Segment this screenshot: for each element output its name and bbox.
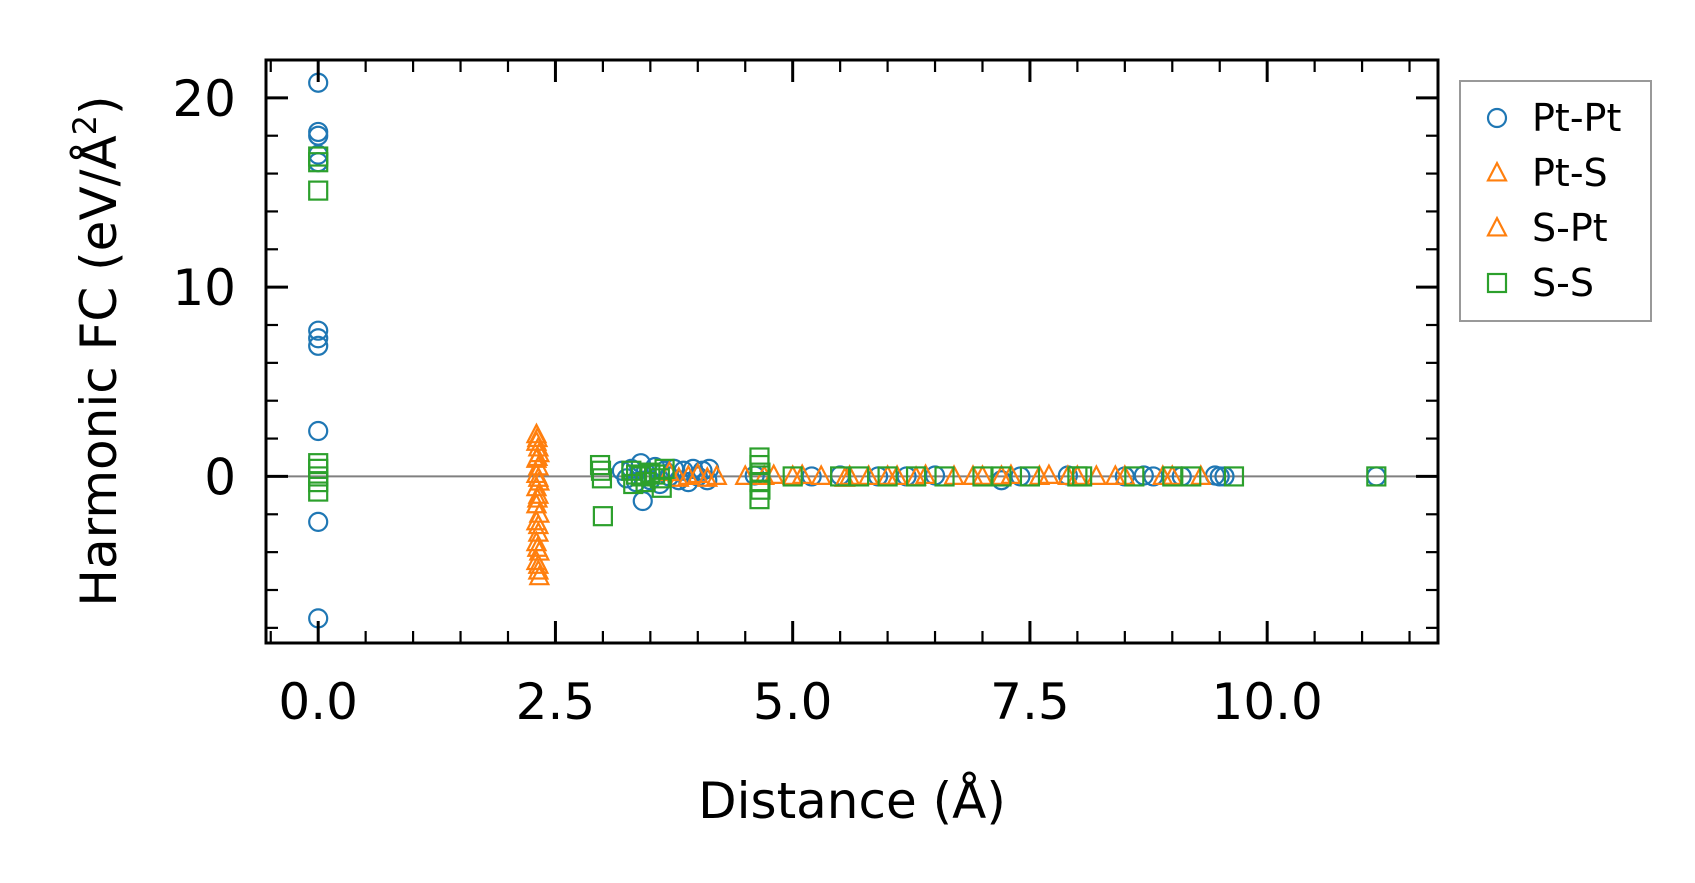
y-axis-label-main: Harmonic FC (eV/Å (70, 135, 128, 606)
data-point-pt-s (686, 462, 709, 484)
legend-label-s-pt: S-Pt (1532, 206, 1608, 250)
data-point-s-s (592, 506, 613, 527)
legend-label-s-s: S-S (1532, 261, 1594, 305)
y-tick-label: 20 (172, 70, 236, 128)
legend-marker-pt-pt (1486, 107, 1508, 129)
data-point-pt-s (528, 564, 551, 586)
x-tick-label: 5.0 (753, 673, 833, 731)
data-point-s-s (1181, 466, 1202, 487)
data-point-pt-pt (1209, 466, 1230, 487)
data-point-s-s (1019, 466, 1041, 487)
data-point-pt-pt (308, 335, 329, 356)
plot-frame (264, 58, 1440, 645)
data-point-pt-pt (697, 470, 718, 491)
data-point-s-pt (1104, 464, 1127, 485)
legend-label-pt-pt: Pt-Pt (1532, 96, 1621, 140)
data-point-s-pt (990, 464, 1013, 485)
data-point-pt-pt (308, 420, 329, 442)
data-point-s-pt (527, 466, 550, 487)
x-tick-label: 7.5 (990, 673, 1070, 731)
legend: Pt-Pt Pt-S S-Pt S-S (1459, 80, 1652, 322)
data-point-s-s (1072, 466, 1093, 487)
y-tick-label: 10 (172, 259, 236, 317)
data-point-s-s (308, 481, 329, 502)
y-axis-label-close: ) (70, 95, 128, 115)
data-point-s-s (782, 466, 803, 487)
x-axis-label: Distance (Å) (698, 772, 1006, 830)
legend-frame (1459, 80, 1652, 322)
data-point-s-s (877, 466, 898, 487)
data-point-pt-pt (308, 328, 329, 349)
data-points (308, 72, 1387, 629)
data-point-s-s (1124, 466, 1145, 487)
data-point-pt-pt (308, 320, 329, 341)
data-point-pt-pt (308, 511, 329, 532)
axis-ticks: 0.0 2.5 5.0 7.5 10.0 0 10 20 (172, 58, 1438, 731)
data-point-s-s (1223, 466, 1245, 487)
data-point-s-pt (876, 464, 899, 485)
data-point-s-pt (705, 464, 728, 485)
data-point-s-s (934, 466, 955, 487)
legend-marker-s-s (1486, 272, 1508, 294)
data-point-s-pt (1038, 463, 1060, 485)
data-point-s-pt (526, 445, 549, 467)
legend-marker-s-pt (1486, 215, 1508, 237)
data-point-s-s (991, 466, 1012, 487)
data-point-s-s (749, 489, 770, 510)
x-tick-label: 2.5 (516, 673, 596, 731)
data-point-s-s (308, 180, 329, 201)
data-point-pt-s (810, 464, 832, 485)
y-tick-label: 0 (204, 448, 236, 506)
data-point-s-pt (527, 553, 550, 574)
legend-marker-pt-s (1486, 160, 1508, 182)
data-point-s-s (654, 458, 675, 479)
x-tick-label: 10.0 (1212, 673, 1323, 731)
y-axis-label-superscript: 2 (66, 115, 104, 135)
data-point-s-s (905, 466, 927, 487)
data-point-s-s (1366, 466, 1387, 487)
y-axis-label: Harmonic FC (eV/Å2) (66, 95, 128, 606)
x-tick-label: 0.0 (278, 673, 358, 731)
data-point-pt-s (527, 558, 550, 580)
legend-label-pt-s: Pt-S (1532, 151, 1608, 195)
data-point-s-pt (1161, 464, 1184, 485)
data-point-s-s (591, 468, 613, 489)
data-point-s-s (849, 466, 870, 487)
data-point-s-s (308, 152, 329, 173)
data-point-s-pt (527, 513, 550, 535)
data-point-s-pt (526, 486, 549, 508)
